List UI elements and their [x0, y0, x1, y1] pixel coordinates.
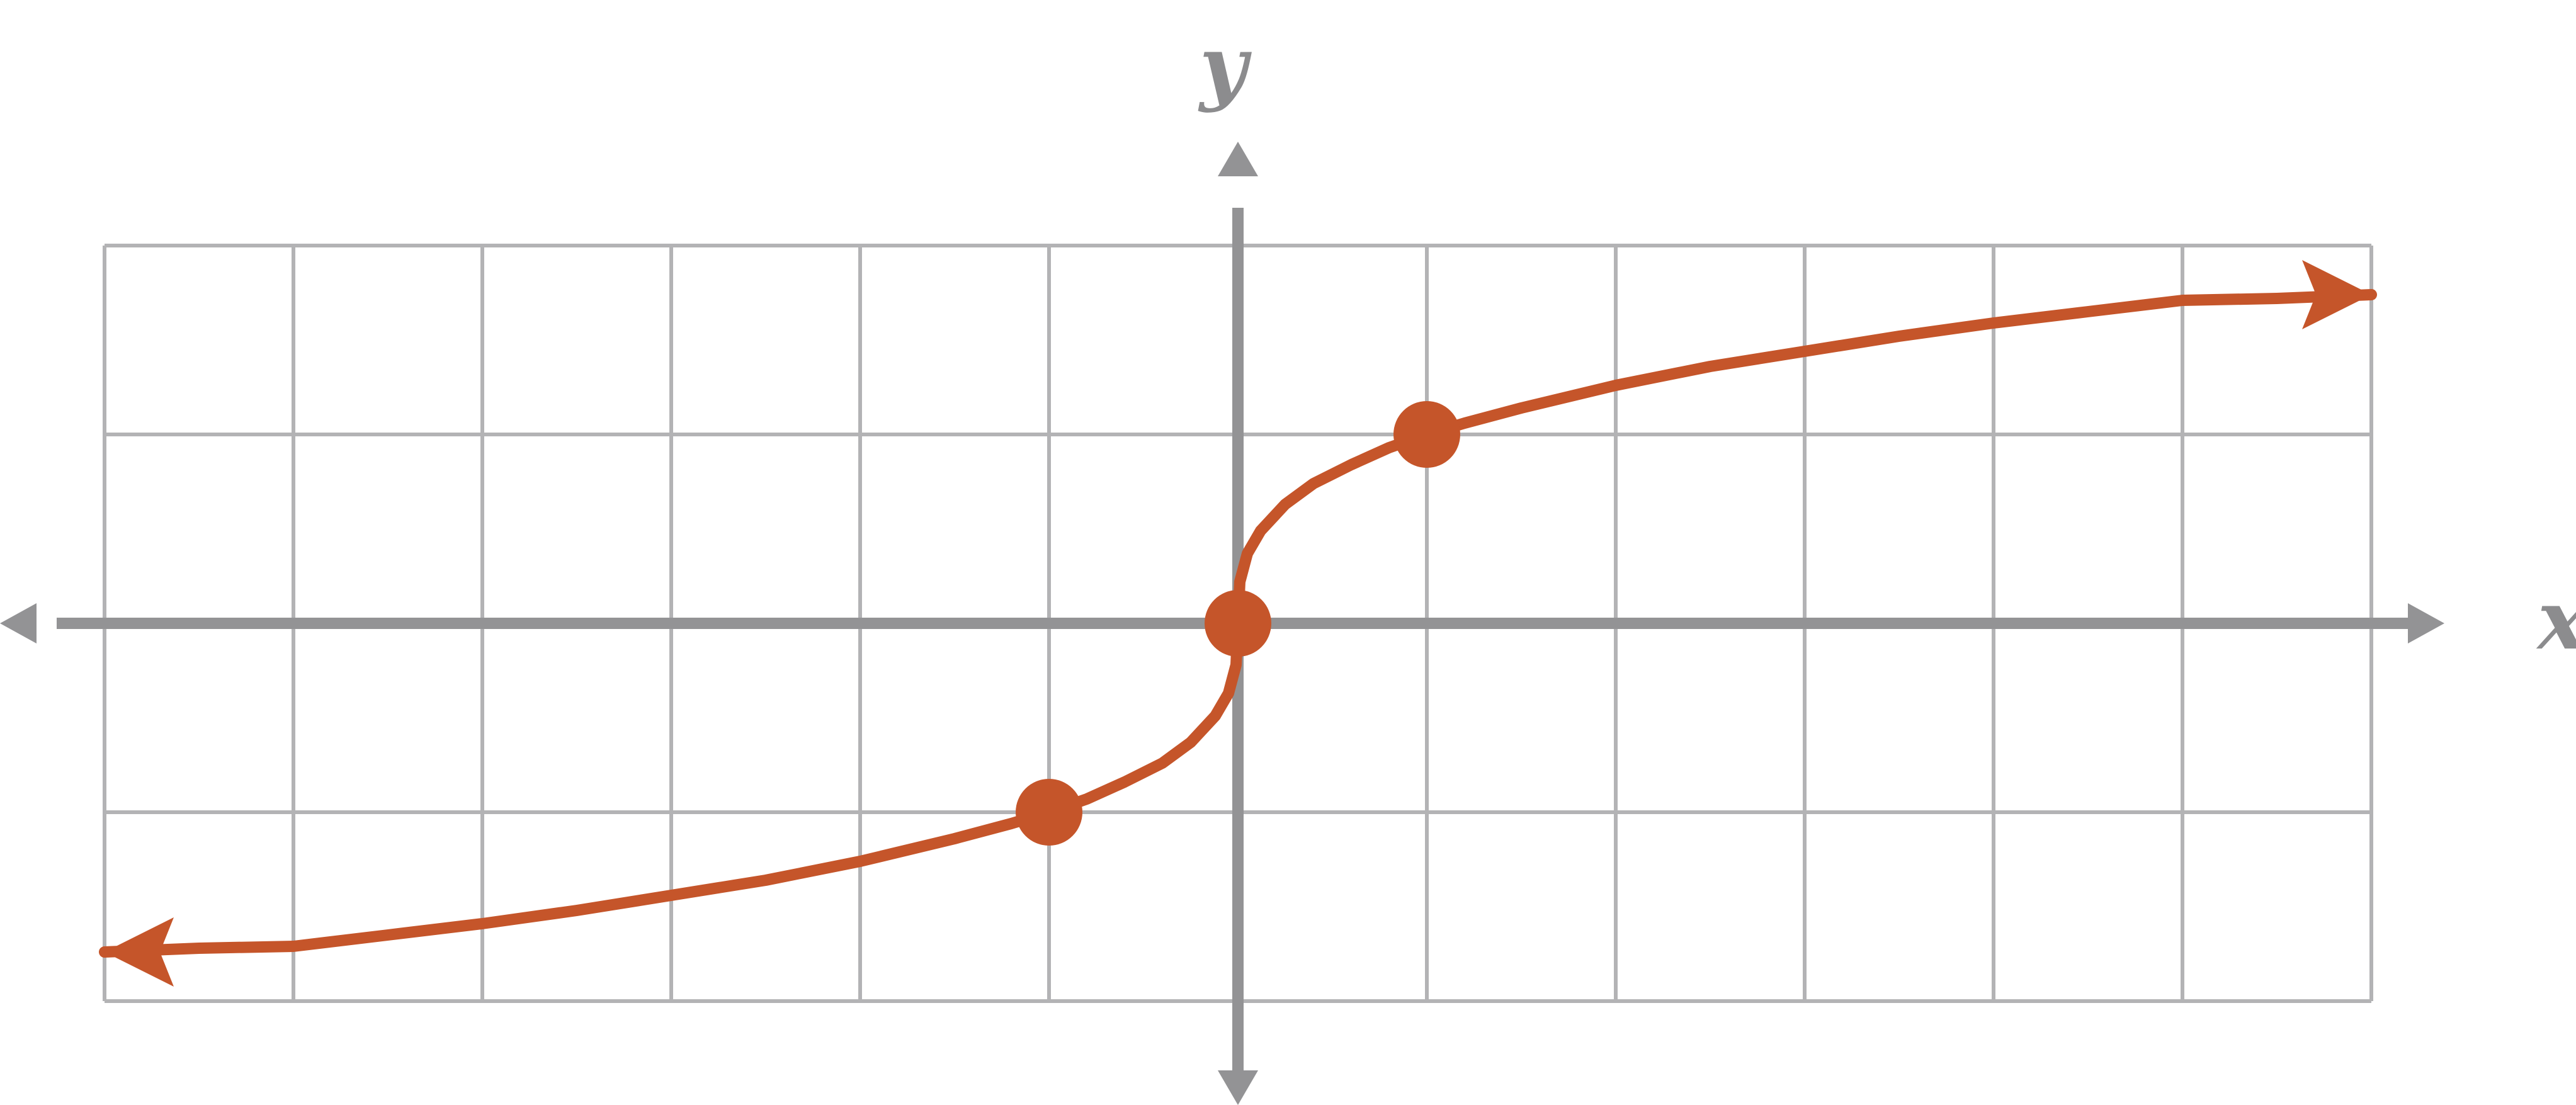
x-axis-arrow-right: [2408, 603, 2444, 643]
curve-arrow-right: [2302, 260, 2371, 329]
y-axis-arrow-down: [1218, 1070, 1258, 1105]
curve-arrow-left: [105, 917, 174, 987]
x-axis-label: x: [2536, 572, 2576, 668]
data-point: [1016, 779, 1082, 846]
x-axis-arrow-left: [0, 603, 37, 643]
points-layer: [1016, 401, 1460, 846]
y-axis-arrow-up: [1218, 142, 1258, 176]
y-axis-label: y: [1198, 18, 1252, 114]
data-point: [1205, 590, 1271, 657]
data-point: [1393, 401, 1460, 468]
